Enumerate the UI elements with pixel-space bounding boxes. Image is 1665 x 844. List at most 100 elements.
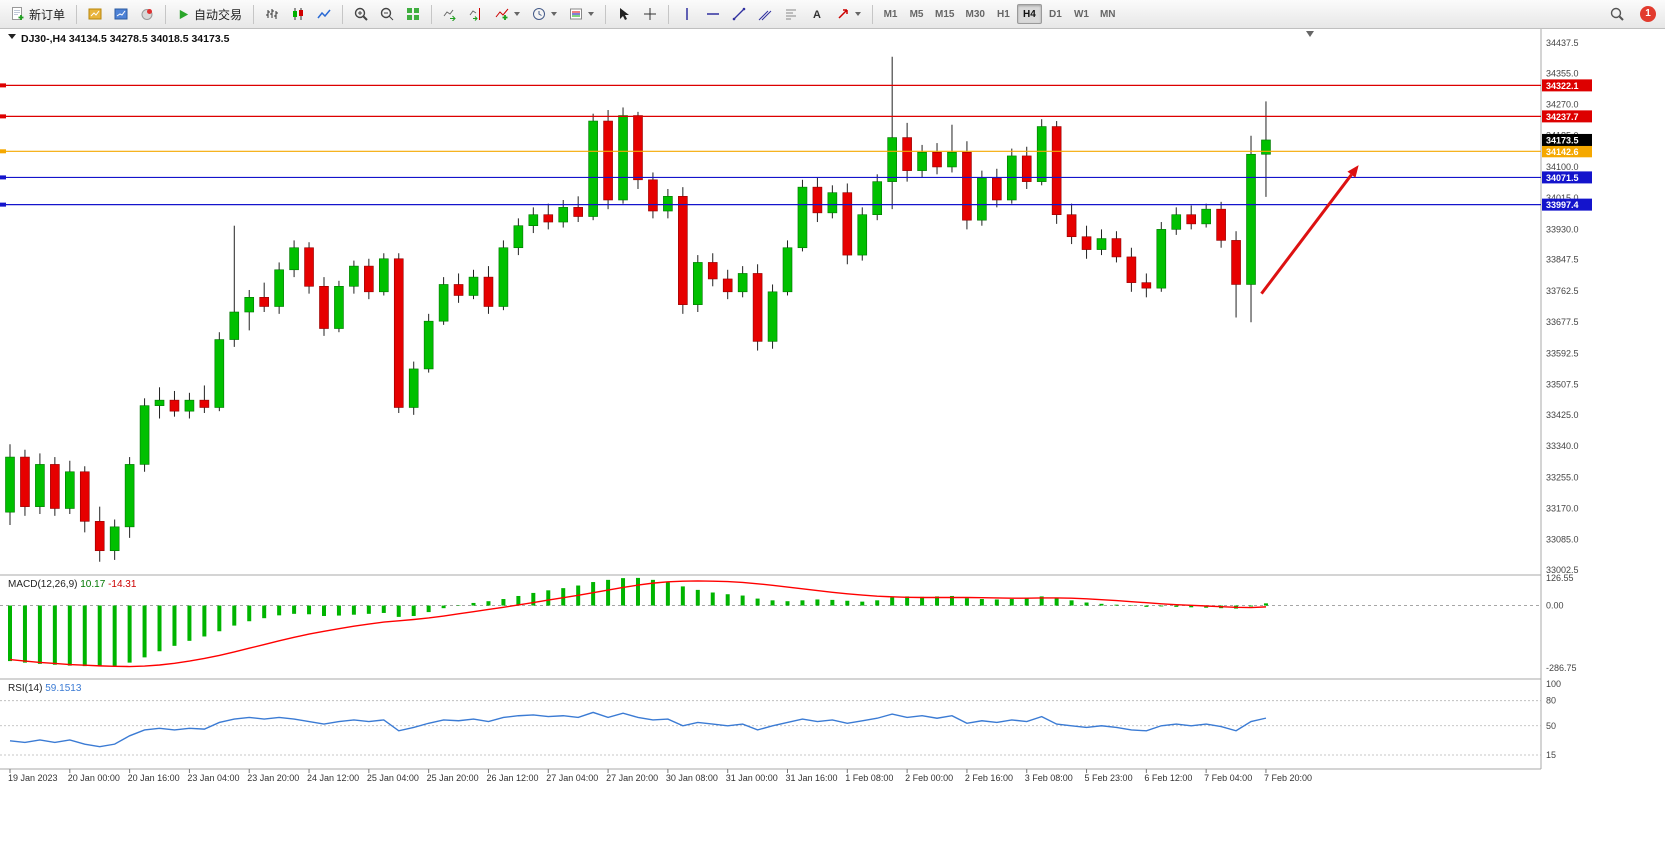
- equidistant-channel-button[interactable]: [752, 3, 778, 26]
- chart-canvas[interactable]: 34437.534355.034270.034185.034100.034015…: [0, 29, 1665, 839]
- svg-text:34015.0: 34015.0: [1546, 193, 1579, 203]
- toolbar-right-group: 1: [1604, 3, 1660, 26]
- svg-text:33592.5: 33592.5: [1546, 348, 1579, 358]
- toolbar-separator: [431, 4, 433, 24]
- hline-34142.6[interactable]: 34142.6: [0, 145, 1592, 158]
- timeframe-h4[interactable]: H4: [1016, 4, 1042, 24]
- svg-text:2 Feb 00:00: 2 Feb 00:00: [905, 773, 953, 783]
- svg-text:23 Jan 20:00: 23 Jan 20:00: [247, 773, 299, 783]
- line-chart-button[interactable]: [311, 3, 337, 26]
- crosshair-button[interactable]: [637, 3, 663, 26]
- fibonacci-button[interactable]: [778, 3, 804, 26]
- search-icon: [1610, 7, 1624, 21]
- autotrading-button[interactable]: 自动交易: [171, 3, 248, 26]
- community-button[interactable]: [134, 3, 160, 26]
- symbol-dropdown-icon[interactable]: [8, 34, 16, 39]
- timeframe-m30[interactable]: M30: [960, 4, 989, 24]
- svg-text:33847.5: 33847.5: [1546, 255, 1579, 265]
- vertical-line-button[interactable]: [674, 3, 700, 26]
- svg-text:15: 15: [1546, 750, 1556, 760]
- timeframe-h1[interactable]: H1: [991, 4, 1016, 24]
- cursor-button[interactable]: [611, 3, 637, 26]
- add-indicator-icon: [495, 8, 509, 20]
- toolbar-separator: [165, 4, 167, 24]
- zoom-out-button[interactable]: [374, 3, 400, 26]
- autotrading-label: 自动交易: [194, 7, 243, 22]
- svg-text:20 Jan 16:00: 20 Jan 16:00: [128, 773, 180, 783]
- add-indicator-button[interactable]: [489, 3, 526, 26]
- bar-chart-button[interactable]: [259, 3, 285, 26]
- templates-button[interactable]: [563, 3, 600, 26]
- candlestick-series: [5, 56, 1271, 562]
- chart-chrome: [0, 29, 1542, 770]
- hline-33997.4[interactable]: 33997.4: [0, 198, 1592, 211]
- hline-34237.7[interactable]: 34237.7: [0, 110, 1592, 123]
- chart-title: DJ30-,H4 34134.5 34278.5 34018.5 34173.5: [8, 33, 230, 45]
- svg-text:50: 50: [1546, 721, 1556, 731]
- svg-text:33677.5: 33677.5: [1546, 317, 1579, 327]
- svg-text:33997.4: 33997.4: [1546, 200, 1579, 210]
- svg-text:80: 80: [1546, 696, 1556, 706]
- notification-badge[interactable]: 1: [1640, 6, 1656, 22]
- community-icon: [141, 9, 153, 20]
- price-axis[interactable]: 34437.534355.034270.034185.034100.034015…: [1546, 38, 1579, 575]
- svg-text:126.55: 126.55: [1546, 573, 1574, 583]
- svg-text:2 Feb 16:00: 2 Feb 16:00: [965, 773, 1013, 783]
- svg-text:34071.5: 34071.5: [1546, 173, 1579, 183]
- periods-icon: [533, 8, 546, 20]
- templates-icon: [570, 8, 583, 20]
- svg-text:34270.0: 34270.0: [1546, 100, 1579, 110]
- trendline-icon: [732, 7, 746, 21]
- macd-label: MACD(12,26,9) 10.17 -14.31: [8, 579, 137, 590]
- autotrading-icon: [179, 9, 189, 19]
- charts-button[interactable]: [82, 3, 108, 26]
- text-tool-button[interactable]: A: [804, 3, 830, 26]
- chevron-down-icon: [514, 12, 521, 16]
- timeframe-d1[interactable]: D1: [1043, 4, 1068, 24]
- arrows-tool-button[interactable]: [830, 3, 867, 26]
- toolbar-separator: [872, 4, 874, 24]
- search-button[interactable]: [1604, 3, 1630, 26]
- trend-arrow-annotation[interactable]: [1260, 165, 1359, 295]
- time-axis[interactable]: 19 Jan 2023 20 Jan 00:00 20 Jan 16:00 23 Ja…: [8, 769, 1312, 783]
- line-chart-icon: [317, 9, 331, 19]
- svg-text:31 Jan 00:00: 31 Jan 00:00: [726, 773, 778, 783]
- svg-text:7 Feb 04:00: 7 Feb 04:00: [1204, 773, 1252, 783]
- candlestick-chart-button[interactable]: [285, 3, 311, 26]
- charts-icon: [88, 8, 102, 20]
- chart-shift-button[interactable]: [463, 3, 489, 26]
- svg-text:31 Jan 16:00: 31 Jan 16:00: [786, 773, 838, 783]
- auto-scroll-button[interactable]: [437, 3, 463, 26]
- hline-34071.5[interactable]: 34071.5: [0, 171, 1592, 184]
- svg-text:34173.5: 34173.5: [1546, 135, 1579, 145]
- toolbar-separator: [605, 4, 607, 24]
- svg-text:34355.0: 34355.0: [1546, 68, 1579, 78]
- timeframe-mn[interactable]: MN: [1095, 4, 1121, 24]
- toolbar-separator: [76, 4, 78, 24]
- timeframe-m5[interactable]: M5: [904, 4, 929, 24]
- horizontal-line-icon: [707, 13, 720, 15]
- toolbar-separator: [668, 4, 670, 24]
- hline-34322.1[interactable]: 34322.1: [0, 79, 1592, 92]
- svg-text:3 Feb 08:00: 3 Feb 08:00: [1025, 773, 1073, 783]
- cursor-icon: [620, 8, 630, 20]
- chart-shift-marker[interactable]: [1306, 31, 1314, 37]
- zoom-in-button[interactable]: [348, 3, 374, 26]
- periods-button[interactable]: [526, 3, 563, 26]
- horizontal-line-button[interactable]: [700, 3, 726, 26]
- crosshair-icon: [644, 8, 657, 20]
- market-watch-button[interactable]: [108, 3, 134, 26]
- zoom-in-icon: [354, 7, 368, 21]
- timeframe-m15[interactable]: M15: [930, 4, 959, 24]
- zoom-out-icon: [380, 7, 394, 21]
- new-order-button[interactable]: 新订单: [5, 3, 71, 26]
- chevron-down-icon: [588, 12, 595, 16]
- svg-text:6 Feb 12:00: 6 Feb 12:00: [1144, 773, 1192, 783]
- tile-windows-icon: [407, 8, 420, 20]
- timeframe-w1[interactable]: W1: [1069, 4, 1094, 24]
- trendline-button[interactable]: [726, 3, 752, 26]
- auto-scroll-icon: [443, 9, 456, 21]
- tile-windows-button[interactable]: [400, 3, 426, 26]
- timeframe-m1[interactable]: M1: [878, 4, 903, 24]
